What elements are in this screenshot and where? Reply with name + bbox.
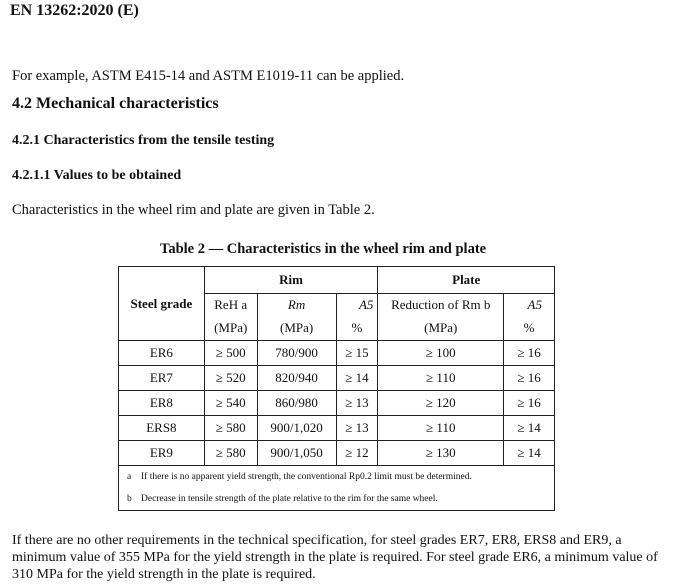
table-cell: ≥ 16: [503, 340, 555, 366]
table-cell: ≥ 14: [335, 365, 379, 391]
table-cell: ≥ 14: [503, 440, 555, 466]
table-row: ER9 ≥ 580 900/1,050 ≥ 12 ≥ 130 ≥ 14: [118, 440, 555, 466]
table-cell: ≥ 12: [335, 440, 379, 466]
table-row: ER8 ≥ 540 860/980 ≥ 13 ≥ 120 ≥ 16: [118, 390, 555, 416]
table-cell: ≥ 16: [503, 365, 555, 391]
rim-header: Rim: [203, 266, 379, 294]
unit: %: [335, 316, 379, 341]
table-cell: ≥ 500: [203, 340, 258, 366]
table-cell: ≥ 14: [503, 415, 555, 441]
table-cell: 900/1,050: [256, 440, 337, 466]
heading-4-2: 4.2 Mechanical characteristics: [12, 95, 219, 112]
heading-4-2-1-1: 4.2.1.1 Values to be obtained: [12, 168, 182, 183]
table-cell: ≥ 120: [377, 390, 505, 416]
col-header: ReH a: [203, 293, 258, 316]
table-cell: ≥ 110: [377, 415, 505, 441]
unit: (MPa): [203, 316, 258, 341]
characteristics-table: Steel grade Rim Plate ReH a Rm A5 Reduct…: [118, 266, 555, 511]
table-cell: 860/980: [256, 390, 337, 416]
steel-grade-cell: ER8: [118, 390, 205, 416]
table-cell: 820/940: [256, 365, 337, 391]
table-cell: ≥ 16: [503, 390, 555, 416]
heading-4-2-1: 4.2.1 Characteristics from the tensile t…: [12, 133, 275, 148]
yield-strength-paragraph: If there are no other requirements in th…: [12, 533, 658, 582]
steel-grade-cell: ERS8: [118, 415, 205, 441]
col-header: A5: [335, 293, 379, 316]
table-cell: ≥ 15: [335, 340, 379, 366]
col-header: A5: [503, 293, 555, 316]
table-cell: ≥ 100: [377, 340, 505, 366]
table-cell: ≥ 110: [377, 365, 505, 391]
document-header: EN 13262:2020 (E): [10, 2, 139, 19]
steel-grade-cell: ER6: [118, 340, 205, 366]
plate-header: Plate: [377, 266, 555, 294]
table-cell: 780/900: [256, 340, 337, 366]
unit: (MPa): [377, 316, 505, 341]
table-cell: 900/1,020: [256, 415, 337, 441]
table-cell: ≥ 13: [335, 415, 379, 441]
table-row: ERS8 ≥ 580 900/1,020 ≥ 13 ≥ 110 ≥ 14: [118, 415, 555, 441]
table-row: ER6 ≥ 500 780/900 ≥ 15 ≥ 100 ≥ 16: [118, 340, 555, 366]
table-cell: ≥ 540: [203, 390, 258, 416]
unit: (MPa): [256, 316, 337, 341]
col-header: Rm: [256, 293, 337, 316]
footnote-a: a If there is no apparent yield strength,…: [118, 465, 555, 488]
footnote-b: b Decrease in tensile strength of the pla…: [118, 488, 555, 511]
table-cell: ≥ 580: [203, 415, 258, 441]
table-cell: ≥ 520: [203, 365, 258, 391]
steel-grade-cell: ER7: [118, 365, 205, 391]
table-cell: ≥ 130: [377, 440, 505, 466]
table-reference-paragraph: Characteristics in the wheel rim and pla…: [12, 202, 375, 218]
col-header: Reduction of Rm b: [377, 293, 505, 316]
intro-paragraph: For example, ASTM E415-14 and ASTM E1019…: [12, 68, 405, 84]
table-cell: ≥ 13: [335, 390, 379, 416]
steel-grade-cell: ER9: [118, 440, 205, 466]
table-cell: ≥ 580: [203, 440, 258, 466]
steel-grade-header: Steel grade: [118, 266, 205, 341]
table-caption: Table 2 — Characteristics in the wheel r…: [160, 241, 487, 257]
unit: %: [503, 316, 555, 341]
table-row: ER7 ≥ 520 820/940 ≥ 14 ≥ 110 ≥ 16: [118, 365, 555, 391]
